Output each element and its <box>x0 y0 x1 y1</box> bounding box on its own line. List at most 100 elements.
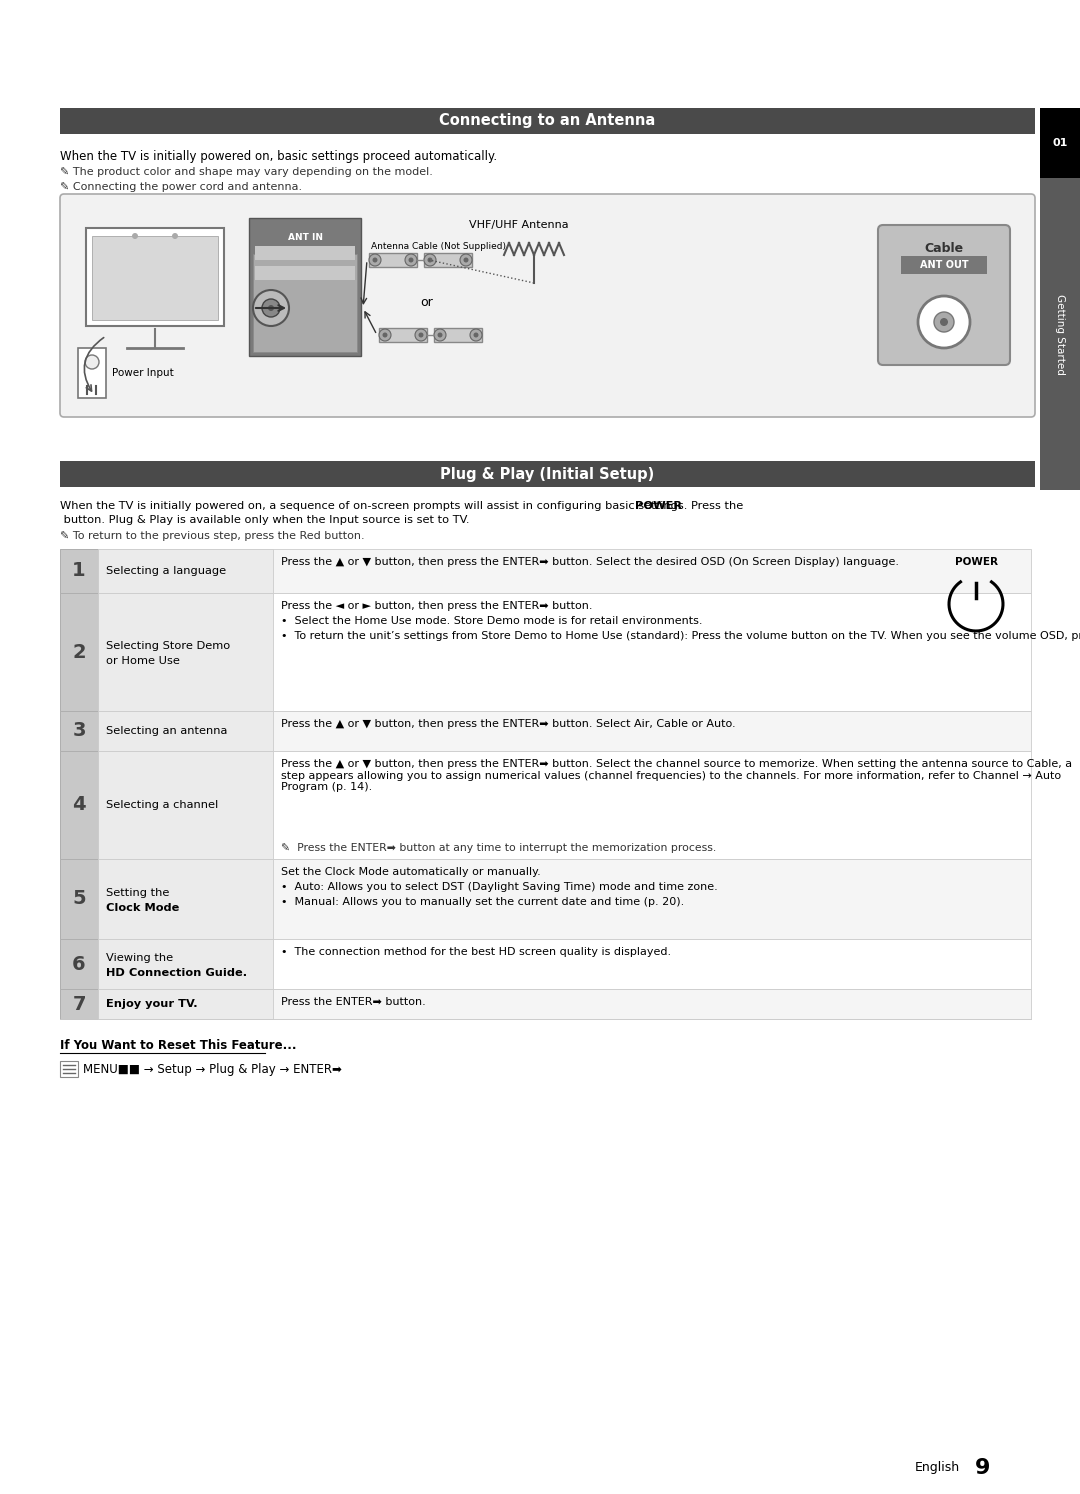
Bar <box>60 548 98 593</box>
Bar <box>98 859 273 940</box>
Text: •  Manual: Allows you to manually set the current date and time (p. 20).: • Manual: Allows you to manually set the… <box>281 896 685 907</box>
Text: Enjoy your TV.: Enjoy your TV. <box>106 999 198 1008</box>
Text: 1: 1 <box>72 562 85 581</box>
Circle shape <box>262 299 280 317</box>
Bar <box>78 348 106 397</box>
Bar <box>60 1061 78 1077</box>
FancyBboxPatch shape <box>959 644 970 659</box>
Bar <box>92 236 218 320</box>
Circle shape <box>85 356 99 369</box>
Circle shape <box>428 257 432 263</box>
Text: 6: 6 <box>72 955 85 974</box>
FancyBboxPatch shape <box>969 629 983 651</box>
Circle shape <box>424 254 436 266</box>
Text: HD Connection Guide.: HD Connection Guide. <box>106 968 247 979</box>
Circle shape <box>434 329 446 341</box>
Text: or: or <box>420 296 433 309</box>
Bar <box>60 711 98 751</box>
Bar <box>369 252 417 267</box>
Text: If You Want to Reset This Feature...: If You Want to Reset This Feature... <box>60 1038 297 1052</box>
Text: button. Plug & Play is available only when the Input source is set to TV.: button. Plug & Play is available only wh… <box>60 515 470 524</box>
Text: Getting Started: Getting Started <box>1055 293 1065 375</box>
Text: ✎ Connecting the power cord and antenna.: ✎ Connecting the power cord and antenna. <box>60 182 302 193</box>
Text: or Home Use: or Home Use <box>106 656 180 666</box>
Circle shape <box>408 257 414 263</box>
Text: ✎  Press the ENTER➡ button at any time to interrupt the memorization process.: ✎ Press the ENTER➡ button at any time to… <box>281 843 716 853</box>
Bar <box>60 940 1031 989</box>
Bar <box>901 255 987 273</box>
Text: Connecting to an Antenna: Connecting to an Antenna <box>440 114 656 128</box>
Text: When the TV is initially powered on, a sequence of on-screen prompts will assist: When the TV is initially powered on, a s… <box>60 500 743 511</box>
Bar <box>249 218 361 356</box>
Circle shape <box>253 290 289 326</box>
Bar <box>1040 108 1080 178</box>
Text: Press the ▲ or ▼ button, then press the ENTER➡ button. Select Air, Cable or Auto: Press the ▲ or ▼ button, then press the … <box>281 719 735 729</box>
Text: Press the ◄ or ► button, then press the ENTER➡ button.: Press the ◄ or ► button, then press the … <box>281 601 593 611</box>
Text: Clock Mode: Clock Mode <box>106 902 179 913</box>
Circle shape <box>369 254 381 266</box>
Bar <box>60 859 1031 940</box>
Text: ANT IN: ANT IN <box>287 233 323 242</box>
Text: ANT OUT: ANT OUT <box>920 260 969 270</box>
Text: Selecting Store Demo: Selecting Store Demo <box>106 641 230 651</box>
Text: Antenna Cable (Not Supplied): Antenna Cable (Not Supplied) <box>372 242 507 251</box>
Bar <box>60 989 98 1019</box>
Circle shape <box>940 318 948 326</box>
Circle shape <box>934 312 954 332</box>
Text: Plug & Play (Initial Setup): Plug & Play (Initial Setup) <box>441 466 654 481</box>
Text: Selecting a language: Selecting a language <box>106 566 226 577</box>
Circle shape <box>918 296 970 348</box>
Bar <box>60 108 1035 134</box>
Circle shape <box>437 333 443 338</box>
Circle shape <box>419 333 423 338</box>
Text: Setting the: Setting the <box>106 887 170 898</box>
Text: 5: 5 <box>72 889 85 908</box>
Text: 9: 9 <box>975 1458 990 1478</box>
FancyBboxPatch shape <box>60 194 1035 417</box>
Text: POWER: POWER <box>631 500 683 511</box>
Text: Press the ▲ or ▼ button, then press the ENTER➡ button. Select the channel source: Press the ▲ or ▼ button, then press the … <box>281 759 1072 792</box>
Bar <box>98 751 273 859</box>
Bar <box>1040 178 1080 490</box>
Bar <box>60 989 1031 1019</box>
Circle shape <box>132 233 138 239</box>
Circle shape <box>268 305 274 311</box>
Bar <box>255 247 355 260</box>
Text: Set the Clock Mode automatically or manually.: Set the Clock Mode automatically or manu… <box>281 867 541 877</box>
Bar <box>60 711 1031 751</box>
Text: Cable: Cable <box>924 242 963 254</box>
Bar <box>255 266 355 279</box>
Circle shape <box>463 257 469 263</box>
Text: English: English <box>915 1461 960 1475</box>
Circle shape <box>470 329 482 341</box>
Bar <box>424 252 472 267</box>
Text: 4: 4 <box>72 795 85 814</box>
Bar <box>60 462 1035 487</box>
Bar <box>60 859 98 940</box>
Text: 01: 01 <box>1052 137 1068 148</box>
Bar <box>98 989 273 1019</box>
Bar <box>60 548 1031 593</box>
Text: Selecting a channel: Selecting a channel <box>106 799 218 810</box>
Text: •  To return the unit’s settings from Store Demo to Home Use (standard): Press t: • To return the unit’s settings from Sto… <box>281 630 1080 641</box>
Text: 3: 3 <box>72 722 85 741</box>
Bar <box>60 593 1031 711</box>
Bar <box>60 593 98 711</box>
FancyBboxPatch shape <box>957 636 995 684</box>
Bar <box>98 711 273 751</box>
Bar <box>434 329 482 342</box>
Text: ✎ The product color and shape may vary depending on the model.: ✎ The product color and shape may vary d… <box>60 167 433 176</box>
Text: Power Input: Power Input <box>112 368 174 378</box>
Bar <box>60 940 98 989</box>
FancyBboxPatch shape <box>878 226 1010 365</box>
Bar <box>98 548 273 593</box>
Circle shape <box>473 333 478 338</box>
Circle shape <box>405 254 417 266</box>
Bar <box>98 593 273 711</box>
Text: VHF/UHF Antenna: VHF/UHF Antenna <box>469 220 569 230</box>
Text: Viewing the: Viewing the <box>106 953 173 964</box>
Circle shape <box>172 233 178 239</box>
Text: Selecting an antenna: Selecting an antenna <box>106 726 228 737</box>
Bar <box>60 751 1031 859</box>
Bar <box>98 940 273 989</box>
